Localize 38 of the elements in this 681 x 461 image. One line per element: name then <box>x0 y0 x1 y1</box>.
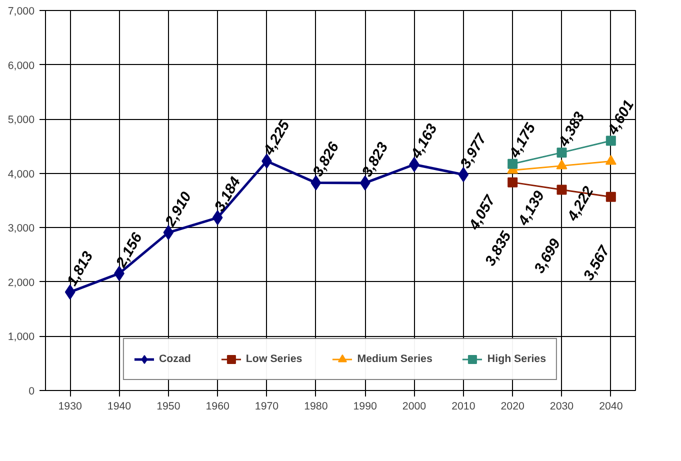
x-tick-label: 2020 <box>500 400 525 412</box>
y-tick-label: 7,000 <box>8 6 35 18</box>
point <box>606 136 616 146</box>
x-tick-label: 1970 <box>254 400 279 412</box>
x-tick-label: 2030 <box>550 400 574 412</box>
x-tick-label: 1940 <box>107 400 132 412</box>
y-tick-label: 0 <box>28 386 35 398</box>
point <box>163 225 174 240</box>
y-tick-label: 3,000 <box>8 222 35 235</box>
x-tick-label: 1960 <box>206 400 230 412</box>
point <box>310 175 322 190</box>
x-tick-label: 2000 <box>402 400 426 412</box>
point <box>360 175 370 190</box>
y-tick-label: 1,000 <box>8 331 35 344</box>
x-tick-label: 1980 <box>304 400 328 412</box>
point <box>212 210 223 226</box>
legend-label: Low Series <box>246 353 302 365</box>
x-tick-label: 1990 <box>353 400 378 412</box>
x-tick-label: 2010 <box>452 400 476 412</box>
y-tick-label: 6,000 <box>8 60 35 72</box>
y-tick-label: 4,000 <box>8 168 35 180</box>
point <box>556 148 567 158</box>
point <box>606 192 616 202</box>
point <box>64 284 76 300</box>
x-tick-label: 2040 <box>599 400 623 412</box>
legend-label: High Series <box>487 353 546 365</box>
point <box>556 184 567 195</box>
y-tick-label: 2,000 <box>8 276 35 289</box>
legend-label: Medium Series <box>357 353 432 365</box>
x-tick-label: 1930 <box>58 400 82 412</box>
point <box>508 158 518 169</box>
point <box>556 160 568 170</box>
point <box>605 155 616 165</box>
point <box>508 177 518 188</box>
y-tick-label: 5,000 <box>8 114 35 126</box>
legend-label: Cozad <box>158 353 191 365</box>
point <box>458 167 469 182</box>
x-tick-label: 1950 <box>156 400 180 412</box>
